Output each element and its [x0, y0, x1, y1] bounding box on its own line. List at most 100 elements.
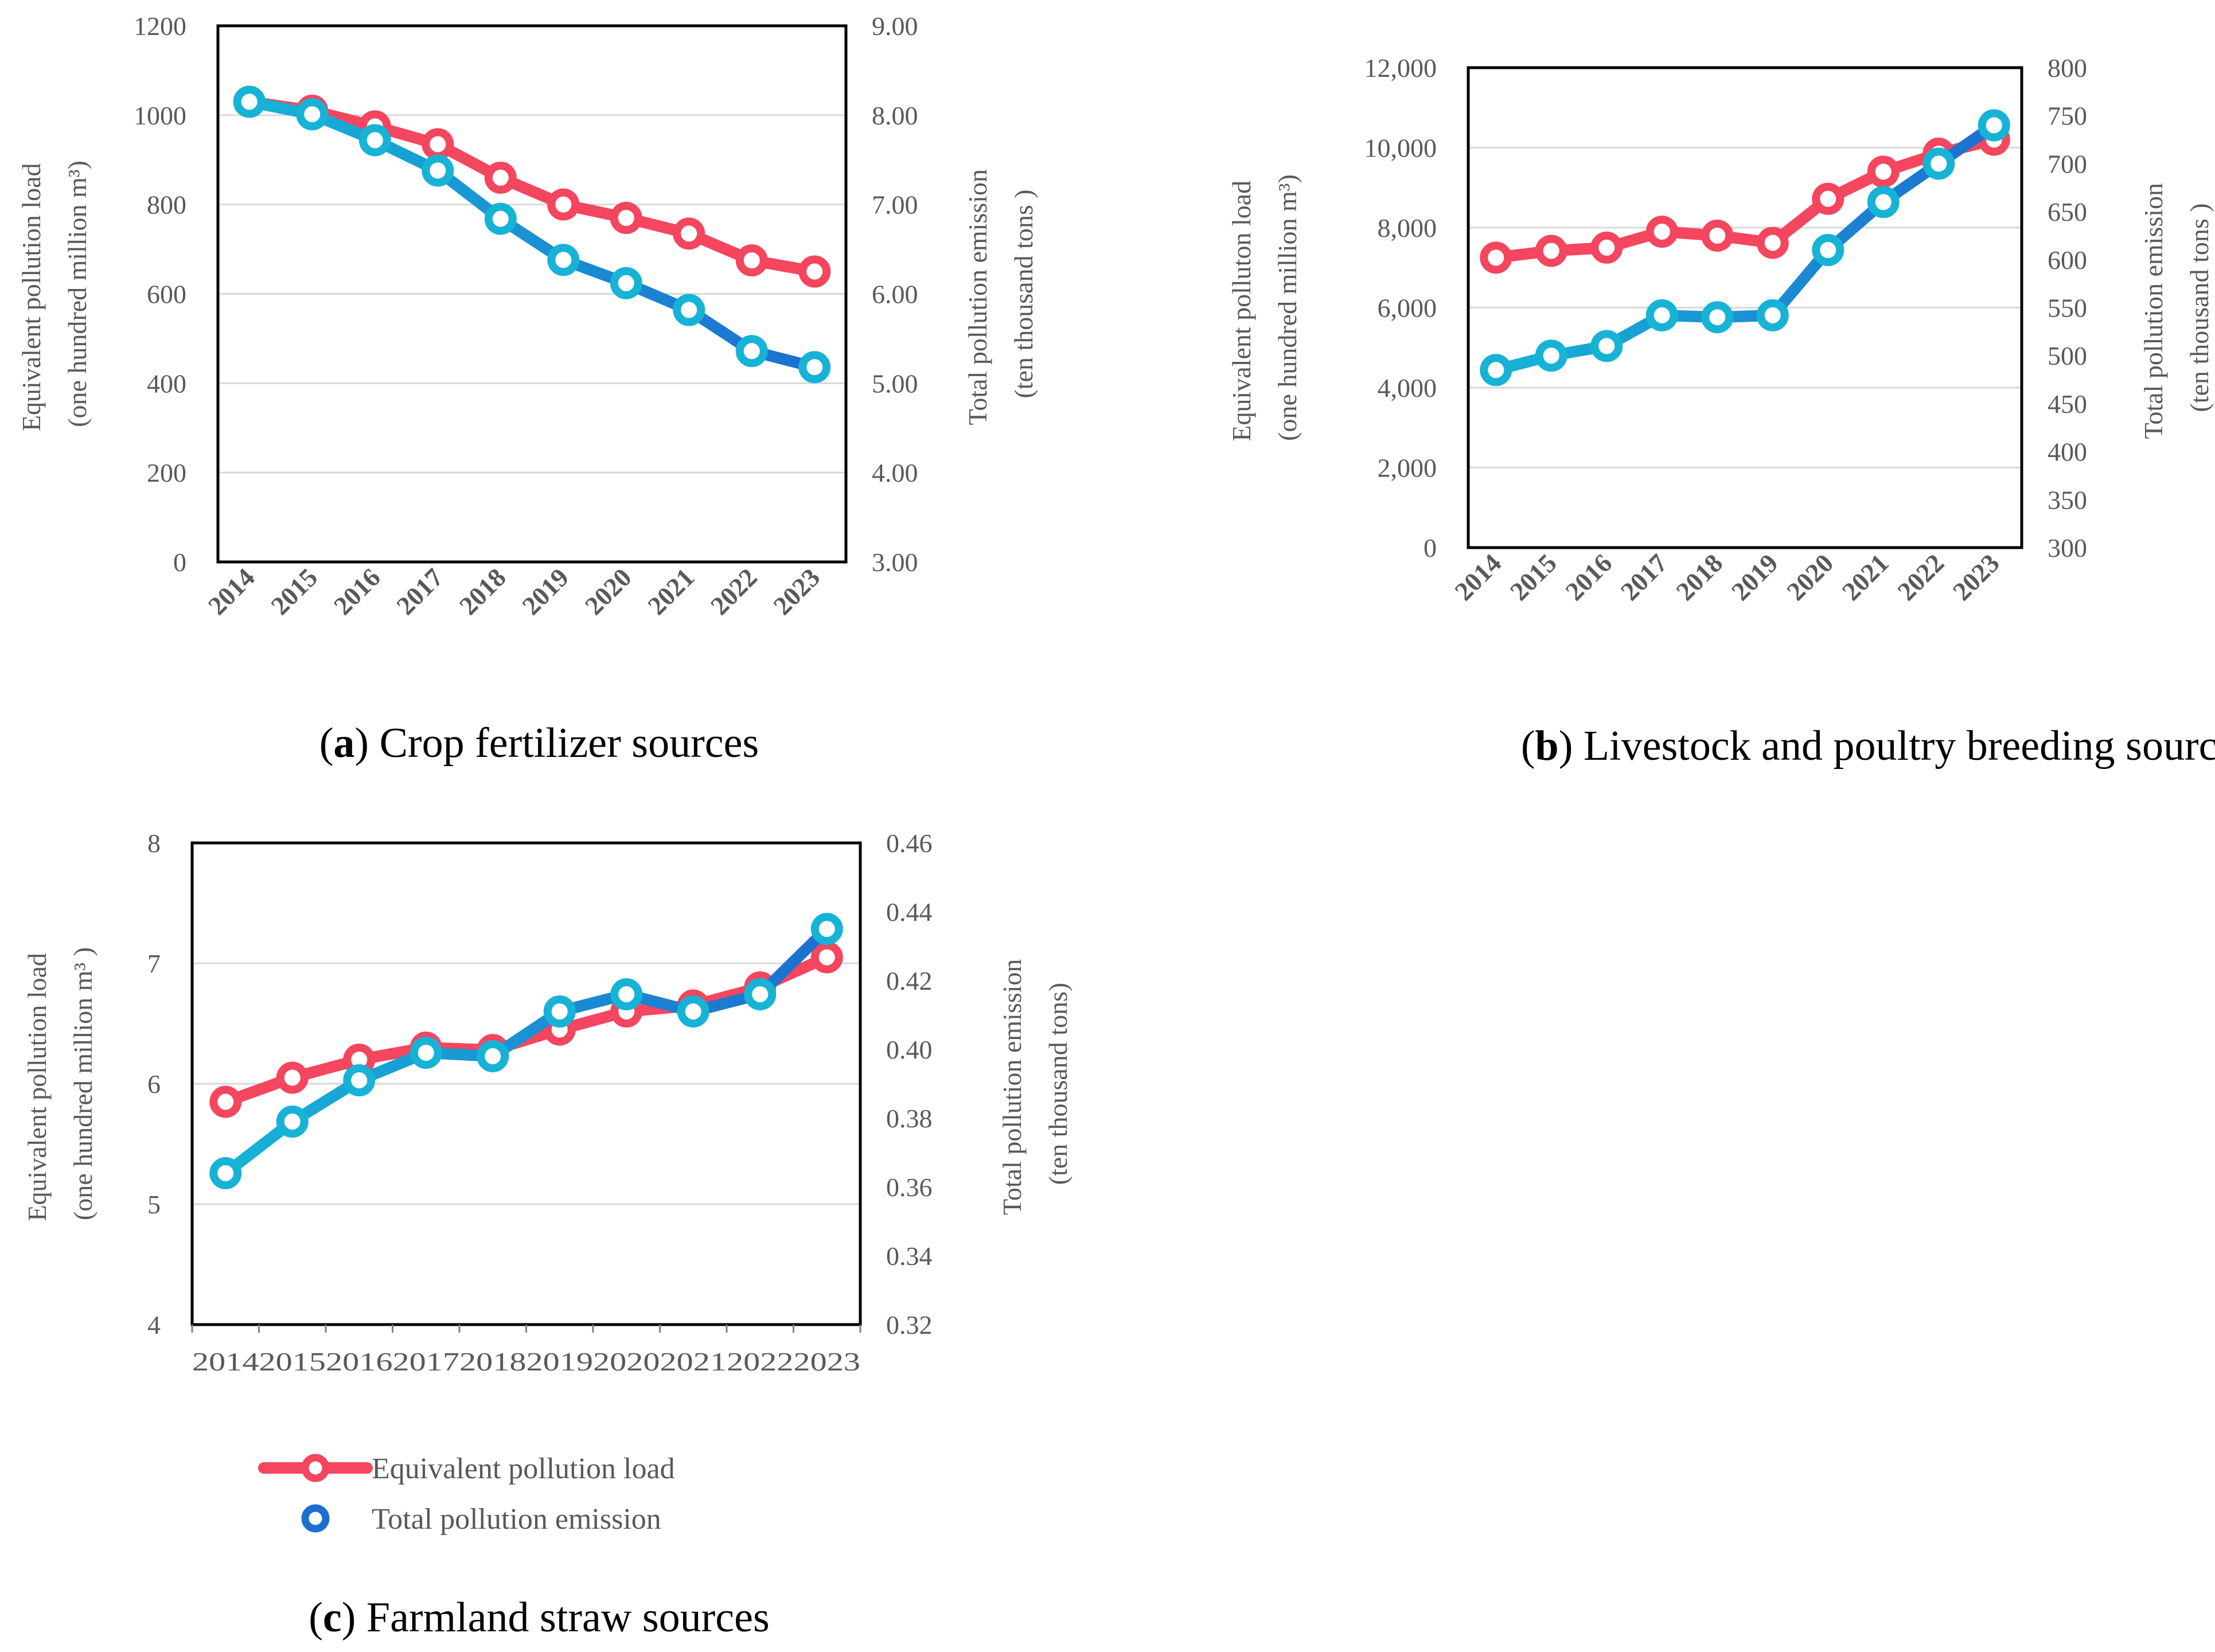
- left-axis-title-line-1: Equivalent pollution load: [17, 163, 46, 431]
- gridlines: [1468, 147, 2022, 468]
- right-axis-title: Total pollution emission (ten thousand t…: [997, 952, 1073, 1215]
- data-point: [1922, 147, 1955, 180]
- data-point: [1867, 186, 1900, 218]
- left-axis-title-line-1: Equivalent pollution load: [22, 953, 52, 1221]
- data-point: [358, 124, 391, 157]
- x-tick-label: 2023: [767, 563, 825, 620]
- data-point: [610, 267, 642, 299]
- caption-letter: a: [333, 720, 354, 767]
- left-tick-label: 4: [147, 1310, 161, 1339]
- left-tick-label: 8: [147, 829, 161, 858]
- data-point: [233, 85, 266, 118]
- left-axis-title: Equivalent pollution load (one hundred m…: [22, 946, 98, 1221]
- plot-frame: [1467, 66, 2023, 549]
- data-point: [477, 1040, 509, 1072]
- right-tick-label: 650: [2048, 197, 2087, 226]
- right-tick-label: 0.32: [886, 1310, 933, 1339]
- caption-text: Crop fertilizer sources: [380, 720, 759, 767]
- left-axis-title-line-2: (one hundred million m³): [1273, 174, 1302, 441]
- x-tick-label: 2015: [265, 563, 323, 620]
- x-tick-label: 2022: [1892, 548, 1949, 606]
- x-tick-label: 2016: [328, 563, 386, 620]
- x-axis-line: [191, 1325, 861, 1333]
- left-axis-title: Equivalent pollution load (one hundred m…: [17, 157, 92, 431]
- series-line: [1490, 119, 2000, 376]
- right-tick-label: 0.36: [886, 1173, 933, 1202]
- data-point: [422, 154, 454, 187]
- data-point: [798, 255, 831, 288]
- left-tick-label: 10,000: [1364, 134, 1437, 163]
- chart-panel-livestock-poultry: 0 2,000 4,000 6,000 8,000 10,000 12,000 300 350…: [1227, 53, 2215, 770]
- data-point: [1645, 299, 1678, 331]
- x-axis-ticks: 2014201520162017201820192020202120222023: [192, 1347, 860, 1376]
- right-axis-title-line-2: (ten thousand tons): [1043, 983, 1073, 1185]
- data-point: [209, 1085, 242, 1118]
- left-tick-label: 6,000: [1378, 294, 1437, 323]
- right-tick-label: 500: [2048, 341, 2087, 370]
- series-total-pollution-emission: [1480, 109, 2010, 386]
- data-point: [547, 188, 580, 221]
- x-tick-label: 2020: [579, 563, 637, 620]
- right-tick-label: 0.38: [886, 1104, 933, 1133]
- right-tick-label: 8.00: [872, 101, 918, 130]
- data-point: [1480, 354, 1512, 386]
- right-tick-label: 9.00: [872, 11, 918, 41]
- x-tick-label: 2018: [454, 563, 512, 620]
- data-point: [1701, 301, 1734, 334]
- left-tick-label: 4,000: [1378, 373, 1437, 403]
- data-point: [1535, 339, 1567, 372]
- data-point: [735, 244, 768, 277]
- right-tick-label: 800: [2048, 53, 2087, 83]
- x-tick-label: 2021: [1836, 548, 1894, 606]
- data-point: [1756, 299, 1789, 331]
- x-tick-label: 2019: [516, 563, 574, 620]
- x-tick-labels: 2014201520162017201820192020202120222023: [192, 1347, 860, 1376]
- right-axis-ticks: 0.32 0.34 0.36 0.38 0.40 0.42 0.44 0.46: [886, 829, 933, 1339]
- data-point: [610, 202, 642, 235]
- right-tick-label: 750: [2048, 101, 2087, 131]
- data-point: [343, 1064, 376, 1096]
- data-point: [1535, 235, 1567, 267]
- caption: (b) Livestock and poultry breeding sourc…: [1521, 722, 2215, 770]
- data-point: [677, 995, 709, 1028]
- legend-load-label: Equivalent pollution load: [372, 1452, 675, 1485]
- data-point: [547, 244, 580, 276]
- left-axis-ticks: 0 2,000 4,000 6,000 8,000 10,000 12,000: [1364, 53, 1437, 563]
- left-tick-label: 400: [147, 369, 186, 398]
- right-tick-label: 0.40: [886, 1035, 933, 1064]
- data-point: [1590, 231, 1623, 264]
- right-tick-label: 550: [2048, 294, 2087, 323]
- data-point: [296, 98, 329, 131]
- left-tick-label: 600: [147, 280, 186, 309]
- right-axis-title-line-2: (ten thousand tons ): [2185, 203, 2214, 412]
- data-point: [610, 978, 643, 1010]
- data-point: [1978, 109, 2010, 142]
- caption: (c) Farmland straw sources: [309, 1594, 770, 1641]
- right-tick-label: 600: [2048, 245, 2087, 275]
- data-point: [484, 161, 517, 194]
- x-tick-label: 2023: [1947, 548, 2005, 606]
- x-axis-ticks: 2014201520162017201820192020202120222023: [1449, 548, 2005, 606]
- right-axis-title: Total pollution emission (ten thousand t…: [963, 162, 1038, 425]
- data-point: [1867, 155, 1900, 188]
- x-tick-label: 2017: [1615, 548, 1673, 606]
- left-axis-title: Equivalent polluton load (one hundred mi…: [1227, 174, 1302, 441]
- left-tick-label: 200: [147, 458, 186, 487]
- data-point: [673, 294, 705, 326]
- x-tick-label: 2014: [1449, 548, 1507, 606]
- left-axis-title-line-2: (one hundred million m³ ): [68, 947, 98, 1220]
- right-tick-label: 0.42: [886, 966, 933, 995]
- caption-text: Livestock and poultry breeding sources: [1584, 722, 2215, 770]
- gridlines: [218, 114, 846, 474]
- data-point: [744, 978, 777, 1010]
- left-tick-label: 0: [1424, 533, 1437, 563]
- x-tick-label: 2022: [705, 563, 763, 620]
- data-point: [1812, 234, 1844, 267]
- chart-panel-farmland-straw: 4 5 6 7 8 0.32 0.34 0.36 0.38 0.40 0.42 0.44 0.46 2…: [22, 829, 1073, 1641]
- data-point: [1645, 215, 1678, 248]
- data-point: [735, 335, 768, 368]
- x-tick-label: 2018: [1670, 548, 1728, 606]
- data-point: [276, 1061, 309, 1094]
- data-point: [1590, 330, 1623, 362]
